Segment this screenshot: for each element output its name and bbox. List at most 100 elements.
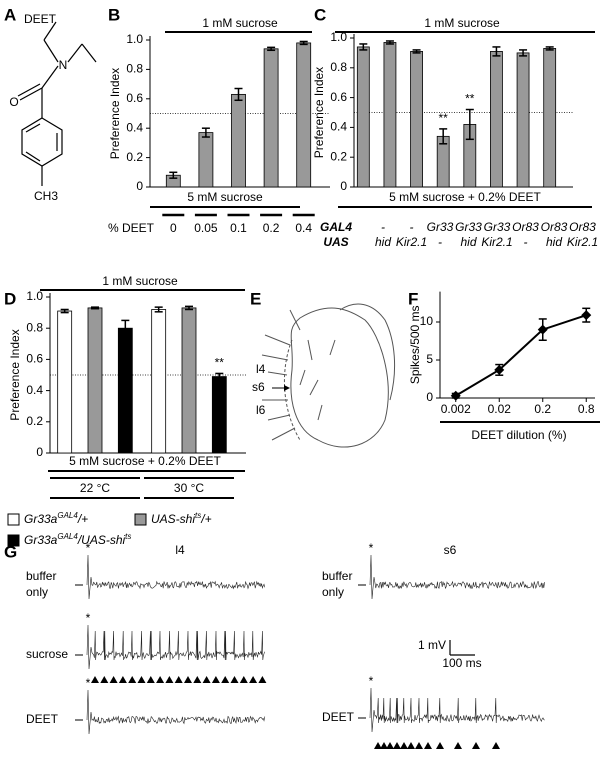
y-tick-label: 0.8: [330, 60, 347, 74]
spike-marker: [393, 742, 401, 749]
spike-marker: [193, 676, 202, 683]
atom-label: N: [59, 58, 68, 72]
legend-label-part: /+: [200, 512, 211, 526]
spike-marker: [156, 676, 165, 683]
trace: [369, 554, 545, 600]
error-bar: [465, 108, 474, 141]
x-tick-label: -: [410, 220, 414, 234]
spike-marker: [415, 742, 423, 749]
x-tick-label: 0.4: [295, 221, 312, 235]
x-tick-label: Gr33: [484, 220, 511, 234]
trace-label: buffer: [26, 569, 56, 583]
x-tick-label: hid: [546, 235, 562, 249]
significance-mark: **: [439, 111, 449, 125]
spike-marker: [374, 742, 382, 749]
marker: [537, 324, 548, 335]
spike-marker: [424, 742, 432, 749]
trace-label: buffer: [322, 569, 352, 583]
spike-marker: [230, 676, 239, 683]
spike-marker: [249, 676, 258, 683]
legend-label-part: /UAS-shi: [77, 533, 126, 547]
legend-label-part: Gr33a: [24, 533, 58, 547]
y-axis-label: Preference Index: [108, 68, 122, 159]
bracket-label: 5 mM sucrose + 0.2% DEET: [69, 454, 221, 468]
y-tick-label: 1.0: [330, 30, 347, 44]
error-bar: [385, 40, 394, 45]
spike-marker: [100, 676, 109, 683]
bar: [151, 309, 167, 454]
bar: [543, 48, 557, 188]
column-label: s6: [444, 543, 457, 557]
y-tick-label: 1.0: [26, 289, 43, 303]
panel-letter: C: [314, 5, 326, 24]
y-axis-label: Preference Index: [8, 329, 22, 420]
x-tick-label: Kir2.1: [481, 235, 512, 249]
bracket-label: 1 mM sucrose: [424, 16, 500, 30]
panel-letter: G: [4, 542, 17, 561]
x-tick-label: -: [438, 235, 442, 249]
x-tick-label: 22 °C: [80, 481, 110, 495]
legend-label: Gr33aGAL4/UAS-shits: [24, 532, 131, 548]
row-label: UAS: [323, 235, 348, 249]
x-tick-label: Gr33: [455, 220, 482, 234]
trace-label: DEET: [322, 710, 355, 724]
bar: [356, 46, 370, 188]
significance-mark: **: [465, 92, 475, 106]
spike-marker: [146, 676, 155, 683]
trace-label: sucrose: [26, 647, 68, 661]
bracket-label: 5 mM sucrose: [187, 190, 263, 204]
x-tick-label: 0: [170, 221, 177, 235]
spike-marker: [472, 742, 480, 749]
legend-label-part: /+: [77, 512, 88, 526]
error-bar: [91, 306, 99, 310]
y-tick-label: 5: [426, 352, 433, 366]
bracket-label: 1 mM sucrose: [102, 274, 178, 288]
spike-marker: [202, 676, 211, 683]
bar: [198, 132, 214, 188]
marker: [494, 364, 505, 375]
bar: [57, 310, 73, 454]
deet-structure: [17, 21, 97, 186]
spike-marker: [109, 676, 118, 683]
x-tick-label: hid: [375, 235, 391, 249]
significance-mark: **: [215, 356, 225, 370]
trace: [369, 687, 545, 733]
x-tick-label: hid: [460, 235, 476, 249]
bar: [231, 93, 246, 188]
x-tick-label: Gr33: [427, 220, 454, 234]
legend-swatch: [134, 513, 147, 526]
error-bar: [60, 308, 69, 314]
y-tick-label: 0.6: [330, 90, 347, 104]
scale-bar: [449, 640, 475, 656]
trace-label: only: [322, 585, 344, 599]
bar: [117, 327, 133, 454]
error-bar: [439, 128, 448, 145]
panel-letter: E: [250, 289, 261, 308]
x-tick-label: Or83: [512, 220, 539, 234]
trace: [86, 689, 266, 735]
x-tick-label: Or83: [569, 220, 596, 234]
spike-marker: [454, 742, 462, 749]
error-bar: [412, 49, 421, 54]
y-tick-label: 0: [136, 179, 143, 193]
y-tick-label: 0.4: [330, 120, 347, 134]
legend-label: UAS-shits/+: [151, 511, 212, 527]
spike-marker: [211, 676, 220, 683]
trace-label: DEET: [26, 712, 59, 726]
bar: [383, 42, 397, 188]
scale-label: 1 mV: [418, 638, 446, 652]
spike-marker: [400, 742, 408, 749]
panel-letter: A: [4, 5, 16, 24]
y-axis-label: Spikes/500 ms: [408, 305, 422, 384]
legend-swatch: [7, 513, 20, 526]
y-tick-label: 0.4: [126, 120, 143, 134]
spike-marker: [258, 676, 267, 683]
y-tick-label: 0.6: [26, 352, 43, 366]
error-bar: [185, 305, 193, 311]
row-label: GAL4: [320, 220, 352, 234]
bar: [181, 307, 197, 454]
spike-marker: [407, 742, 415, 749]
error-bar: [215, 372, 224, 381]
atom-label: O: [9, 95, 18, 109]
legend-label-part: GAL4: [57, 532, 78, 541]
